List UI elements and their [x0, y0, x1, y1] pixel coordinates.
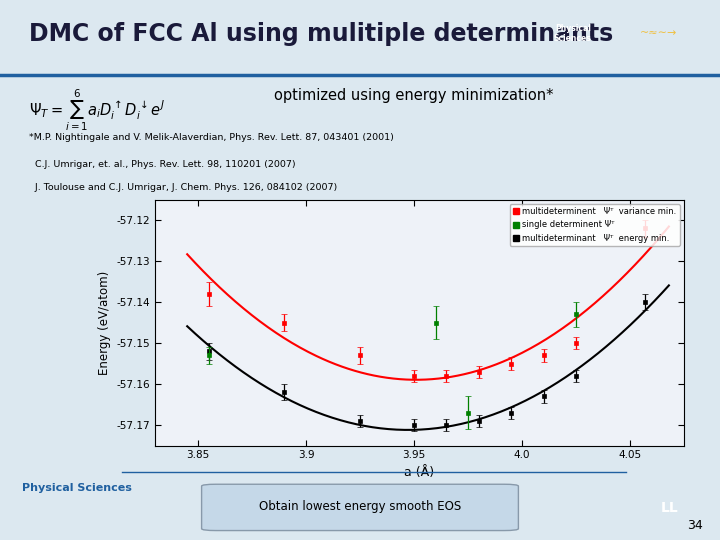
- Text: 34: 34: [687, 519, 703, 532]
- Text: LL: LL: [661, 501, 678, 515]
- Text: optimized using energy minimization*: optimized using energy minimization*: [274, 88, 553, 103]
- Y-axis label: Energy (eV/atom): Energy (eV/atom): [98, 271, 111, 375]
- Legend: multideterminent   Ψᵀ  variance min., single determinent Ψᵀ, multideterminant   : multideterminent Ψᵀ variance min., singl…: [510, 204, 680, 246]
- Text: Obtain lowest energy smooth EOS: Obtain lowest energy smooth EOS: [259, 500, 461, 513]
- X-axis label: a (Å): a (Å): [405, 466, 434, 479]
- Text: C.J. Umrigar, et. al., Phys. Rev. Lett. 98, 110201 (2007): C.J. Umrigar, et. al., Phys. Rev. Lett. …: [29, 160, 295, 168]
- Text: Physical Sciences: Physical Sciences: [22, 483, 132, 493]
- Text: J. Toulouse and C.J. Umrigar, J. Chem. Phys. 126, 084102 (2007): J. Toulouse and C.J. Umrigar, J. Chem. P…: [29, 183, 337, 192]
- Text: *M.P. Nightingale and V. Melik-Alaverdian, Phys. Rev. Lett. 87, 043401 (2001): *M.P. Nightingale and V. Melik-Alaverdia…: [29, 133, 394, 142]
- Text: ~≈∼→: ~≈∼→: [639, 28, 677, 38]
- Text: DMC of FCC Al using mulitiple determinants: DMC of FCC Al using mulitiple determinan…: [29, 22, 613, 46]
- Text: $\Psi_T = \sum_{i=1}^{6} a_i D_i^{\uparrow} D_i^{\downarrow} e^{J}$: $\Psi_T = \sum_{i=1}^{6} a_i D_i^{\uparr…: [29, 88, 165, 133]
- Text: Physical
Sciences: Physical Sciences: [554, 24, 592, 43]
- FancyBboxPatch shape: [202, 484, 518, 530]
